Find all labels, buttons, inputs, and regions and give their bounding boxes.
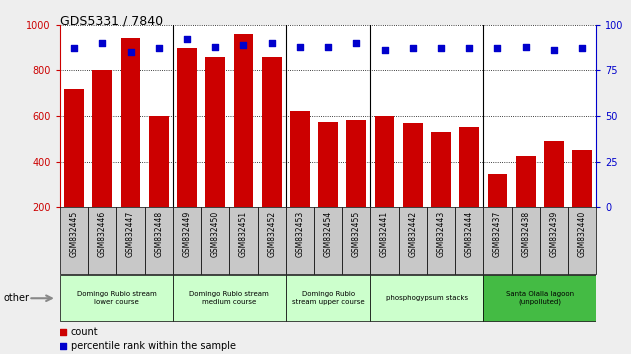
- Text: GSM832449: GSM832449: [182, 210, 191, 257]
- Text: Santa Olalla lagoon
(unpolluted): Santa Olalla lagoon (unpolluted): [506, 291, 574, 305]
- Bar: [488, 174, 507, 207]
- Point: [492, 46, 502, 51]
- Point: [210, 44, 220, 50]
- Bar: [399, 207, 427, 274]
- Text: GSM832444: GSM832444: [465, 210, 474, 257]
- Point: [239, 42, 249, 48]
- Point: [182, 36, 192, 42]
- Text: GSM832439: GSM832439: [550, 210, 558, 257]
- Point: [323, 44, 333, 50]
- Bar: [290, 112, 310, 207]
- Point: [464, 46, 475, 51]
- Text: GSM832451: GSM832451: [239, 210, 248, 257]
- Bar: [173, 207, 201, 274]
- Bar: [116, 207, 144, 274]
- Bar: [229, 207, 257, 274]
- Bar: [544, 141, 564, 207]
- Point: [69, 46, 79, 51]
- Bar: [314, 207, 342, 274]
- Bar: [262, 57, 281, 207]
- Text: GSM832453: GSM832453: [295, 210, 304, 257]
- Bar: [149, 116, 168, 207]
- Text: count: count: [71, 327, 98, 337]
- Bar: [540, 207, 568, 274]
- Text: GSM832454: GSM832454: [324, 210, 333, 257]
- Text: GSM832438: GSM832438: [521, 210, 530, 257]
- Bar: [286, 207, 314, 274]
- Text: GSM832440: GSM832440: [578, 210, 587, 257]
- Bar: [483, 275, 596, 321]
- Text: GSM832437: GSM832437: [493, 210, 502, 257]
- Bar: [88, 207, 116, 274]
- Bar: [403, 123, 423, 207]
- Bar: [370, 275, 483, 321]
- Bar: [427, 207, 455, 274]
- Bar: [205, 57, 225, 207]
- Bar: [375, 116, 394, 207]
- Bar: [455, 207, 483, 274]
- Bar: [92, 70, 112, 207]
- Text: GSM832450: GSM832450: [211, 210, 220, 257]
- Text: GSM832452: GSM832452: [267, 210, 276, 257]
- Bar: [286, 275, 370, 321]
- Text: GSM832455: GSM832455: [352, 210, 361, 257]
- Text: GSM832443: GSM832443: [437, 210, 445, 257]
- Text: GSM832448: GSM832448: [154, 210, 163, 257]
- Point: [549, 47, 559, 53]
- Bar: [144, 207, 173, 274]
- Bar: [459, 127, 479, 207]
- Point: [241, 290, 251, 296]
- Bar: [431, 132, 451, 207]
- Point: [126, 49, 136, 55]
- Text: phosphogypsum stacks: phosphogypsum stacks: [386, 295, 468, 301]
- Bar: [121, 39, 140, 207]
- Text: Domingo Rubio stream
medium course: Domingo Rubio stream medium course: [189, 291, 269, 305]
- Bar: [64, 88, 84, 207]
- Bar: [568, 207, 596, 274]
- Text: GSM832447: GSM832447: [126, 210, 135, 257]
- Point: [351, 40, 362, 46]
- Bar: [318, 122, 338, 207]
- Bar: [60, 207, 88, 274]
- Bar: [516, 156, 536, 207]
- Text: GDS5331 / 7840: GDS5331 / 7840: [60, 14, 163, 27]
- Point: [295, 44, 305, 50]
- Point: [267, 40, 277, 46]
- Text: Domingo Rubio stream
lower course: Domingo Rubio stream lower course: [76, 291, 156, 305]
- Point: [521, 44, 531, 50]
- Point: [154, 46, 164, 51]
- Bar: [257, 207, 286, 274]
- Bar: [512, 207, 540, 274]
- Bar: [342, 207, 370, 274]
- Point: [577, 46, 587, 51]
- Bar: [233, 34, 253, 207]
- Bar: [370, 207, 399, 274]
- Text: percentile rank within the sample: percentile rank within the sample: [71, 341, 236, 350]
- Point: [97, 40, 107, 46]
- Text: Domingo Rubio
stream upper course: Domingo Rubio stream upper course: [292, 291, 365, 305]
- Text: GSM832442: GSM832442: [408, 210, 417, 257]
- Point: [436, 46, 446, 51]
- Point: [408, 46, 418, 51]
- Text: other: other: [3, 293, 29, 303]
- Bar: [483, 207, 512, 274]
- Point: [379, 47, 389, 53]
- Bar: [60, 275, 173, 321]
- Point: [241, 166, 251, 172]
- Text: GSM832441: GSM832441: [380, 210, 389, 257]
- Text: GSM832446: GSM832446: [98, 210, 107, 257]
- Bar: [177, 47, 197, 207]
- Text: GSM832445: GSM832445: [69, 210, 78, 257]
- Bar: [173, 275, 286, 321]
- Bar: [201, 207, 229, 274]
- Bar: [346, 120, 366, 207]
- Bar: [572, 150, 592, 207]
